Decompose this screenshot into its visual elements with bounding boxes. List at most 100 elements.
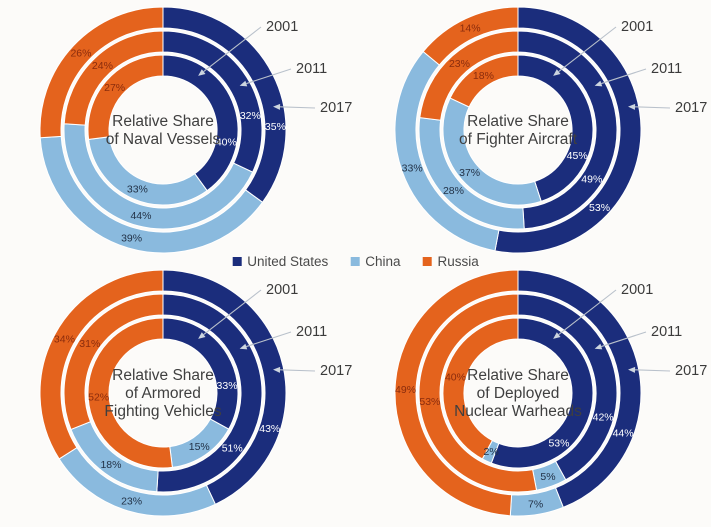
segment-deployed-nuclear-warheads-2001-united-states	[490, 317, 594, 469]
percent-label: 44%	[130, 210, 151, 222]
donut-chart-naval-vessels: 40% 33% 27% 32% 44% 24% 35% 39% 26% 2001 2011 2017 R…	[39, 6, 352, 254]
arrowhead-icon	[273, 103, 281, 110]
percent-label: 39%	[121, 233, 142, 245]
percent-label: 43%	[259, 423, 280, 435]
percent-label: 53%	[419, 396, 440, 408]
arrowhead-icon	[594, 80, 603, 87]
chart-title-line: Relative Share	[112, 367, 214, 384]
segment-deployed-nuclear-warheads-2017-russia	[394, 269, 519, 517]
chart-title-line: Relative Share	[467, 367, 569, 384]
percent-label: 18%	[473, 70, 494, 82]
segment-fighter-aircraft-2001-russia	[449, 54, 519, 108]
year-label-2001: 2001	[266, 19, 298, 35]
percent-label: 45%	[567, 150, 588, 162]
callout-line	[558, 26, 617, 73]
callout-line	[280, 106, 316, 109]
donut-chart-deployed-nuclear-warheads: 53% 2% 40% 42% 5% 53% 44% 7% 49% 2001 2011 2017 Rela…	[394, 269, 707, 517]
percent-label: 15%	[189, 441, 210, 453]
chart-title-line: Nuclear Warheads	[454, 403, 582, 420]
segment-naval-vessels-2001-russia	[87, 54, 164, 140]
percent-label: 37%	[459, 167, 480, 179]
year-label-2011: 2011	[296, 324, 327, 340]
percent-label: 24%	[92, 60, 113, 72]
percent-label: 33%	[217, 380, 238, 392]
percent-label: 49%	[581, 173, 602, 185]
callout-line	[635, 369, 671, 372]
percent-label: 2%	[484, 446, 499, 458]
arrowhead-icon	[628, 103, 636, 110]
percent-label: 27%	[104, 82, 125, 94]
russia-swatch-icon	[422, 257, 432, 266]
callout-line	[246, 68, 292, 85]
legend: United States China Russia	[232, 254, 479, 269]
segment-armored-fighting-vehicles-2011-united-states	[156, 293, 263, 493]
china-swatch-icon	[350, 257, 360, 266]
callout-line	[601, 68, 647, 85]
chart-title-line: of Naval Vessels	[106, 131, 221, 148]
percent-label: 23%	[121, 496, 142, 508]
segment-deployed-nuclear-warheads-2001-russia	[442, 317, 519, 460]
segment-fighter-aircraft-2001-united-states	[517, 54, 594, 202]
chart-cell-deployed-nuclear-warheads: 53% 2% 40% 42% 5% 53% 44% 7% 49% 2001 2011 2017 Rela…	[355, 263, 711, 527]
percent-label: 14%	[460, 23, 481, 35]
arrowhead-icon	[239, 80, 248, 87]
arrowhead-icon	[198, 69, 206, 76]
year-label-2011: 2011	[651, 61, 682, 77]
segment-armored-fighting-vehicles-2001-russia	[87, 317, 173, 469]
callout-line	[203, 26, 262, 73]
donut-chart-armored-fighting-vehicles: 33% 15% 52% 51% 18% 31% 43% 23% 34% 2001 2011 2017 R…	[39, 269, 352, 517]
callout-line	[280, 369, 316, 372]
percent-label: 23%	[449, 58, 470, 70]
percent-label: 52%	[88, 392, 109, 404]
segment-armored-fighting-vehicles-2011-russia	[63, 293, 164, 431]
callout-line	[246, 331, 292, 348]
legend-label: United States	[247, 254, 329, 269]
arrowhead-icon	[553, 332, 561, 339]
percent-label: 18%	[100, 459, 121, 471]
percent-label: 33%	[402, 163, 423, 175]
callout-line	[558, 289, 617, 336]
year-label-2001: 2001	[266, 282, 298, 298]
arrowhead-icon	[273, 366, 281, 373]
percent-label: 44%	[613, 428, 634, 440]
segment-naval-vessels-2011-russia	[63, 30, 164, 126]
legend-label: Russia	[437, 254, 479, 269]
arrowhead-icon	[594, 343, 603, 350]
donut-chart-fighter-aircraft: 45% 37% 18% 49% 28% 23% 53% 33% 14% 2001 2011 2017 R…	[394, 6, 707, 254]
legend-item-united-states: United States	[232, 254, 328, 269]
percent-label: 31%	[79, 338, 100, 350]
percent-label: 7%	[528, 499, 543, 511]
segment-naval-vessels-2017-russia	[39, 6, 164, 139]
arrowhead-icon	[628, 366, 636, 373]
year-label-2011: 2011	[296, 61, 327, 77]
percent-label: 28%	[443, 185, 464, 197]
legend-item-china: China	[350, 254, 401, 269]
percent-label: 49%	[395, 384, 416, 396]
year-label-2017: 2017	[320, 100, 352, 116]
united-states-swatch-icon	[232, 257, 242, 266]
percent-label: 42%	[593, 412, 614, 424]
callout-line	[203, 289, 262, 336]
percent-label: 53%	[589, 202, 610, 214]
legend-label: China	[365, 254, 401, 269]
percent-label: 26%	[70, 47, 91, 59]
arrowhead-icon	[553, 69, 561, 76]
chart-cell-fighter-aircraft: 45% 37% 18% 49% 28% 23% 53% 33% 14% 2001 2011 2017 R…	[355, 0, 711, 263]
chart-title-line: Fighting Vehicles	[104, 403, 221, 420]
percent-label: 34%	[54, 333, 75, 345]
chart-title-line: of Fighter Aircraft	[459, 131, 578, 148]
arrowhead-icon	[198, 332, 206, 339]
chart-cell-armored-fighting-vehicles: 33% 15% 52% 51% 18% 31% 43% 23% 34% 2001 2011 2017 R…	[0, 263, 355, 527]
percent-label: 35%	[265, 121, 286, 133]
segment-fighter-aircraft-2011-russia	[419, 30, 519, 121]
year-label-2017: 2017	[675, 363, 707, 379]
segment-fighter-aircraft-2017-russia	[422, 6, 519, 66]
percent-label: 40%	[445, 372, 466, 384]
percent-label: 5%	[540, 471, 555, 483]
year-label-2017: 2017	[320, 363, 352, 379]
segment-armored-fighting-vehicles-2017-russia	[39, 269, 164, 460]
arrowhead-icon	[239, 343, 248, 350]
year-label-2001: 2001	[621, 282, 653, 298]
percent-label: 53%	[548, 437, 569, 449]
